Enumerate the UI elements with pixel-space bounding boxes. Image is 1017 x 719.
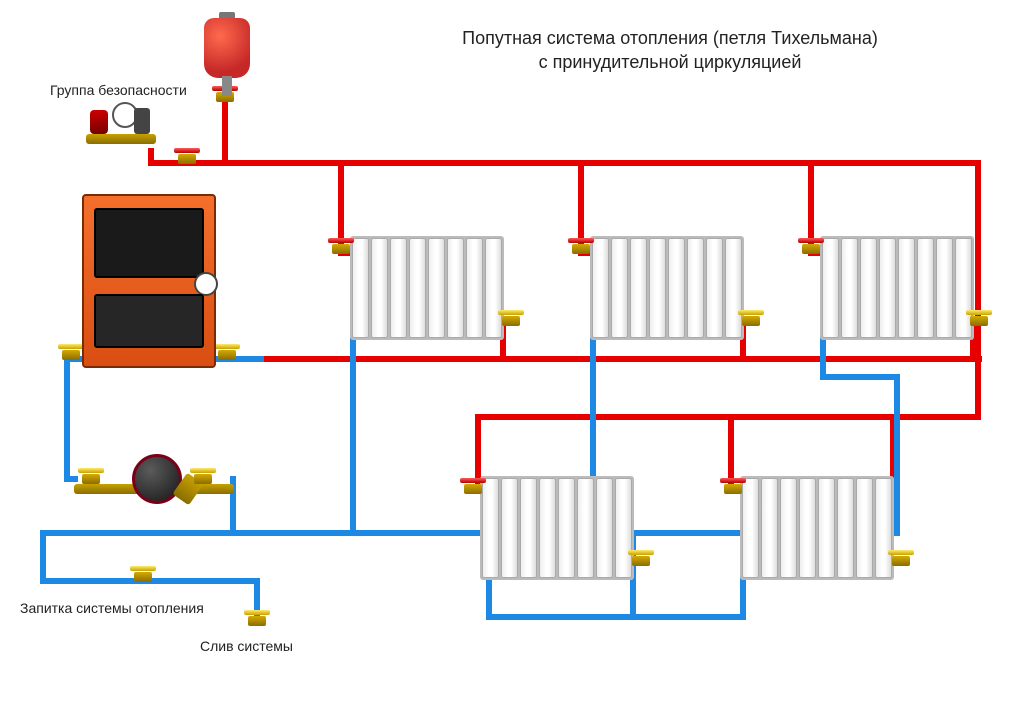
radiator-fin	[860, 238, 877, 338]
drain-label: Слив системы	[200, 638, 293, 654]
ball-valve	[132, 566, 154, 584]
radiator	[820, 236, 974, 340]
radiator-fin	[822, 238, 839, 338]
radiator	[740, 476, 894, 580]
ball-valve	[216, 344, 238, 362]
ball-valve	[176, 148, 198, 166]
hot-pipe	[338, 160, 344, 250]
safety-group	[86, 102, 156, 148]
ball-valve	[60, 344, 82, 362]
cold-pipe	[820, 374, 900, 380]
ball-valve	[968, 310, 990, 328]
radiator-fin	[856, 478, 873, 578]
radiator-fin	[501, 478, 518, 578]
hot-pipe	[262, 356, 982, 362]
radiator-fin	[520, 478, 537, 578]
radiator-fin	[482, 478, 499, 578]
diagram-title-line2: с принудительной циркуляцией	[370, 52, 970, 73]
radiator-fin	[539, 478, 556, 578]
hot-pipe	[210, 160, 980, 166]
boiler	[82, 194, 212, 364]
radiator-fin	[837, 478, 854, 578]
radiator-fin	[466, 238, 483, 338]
radiator-fin	[687, 238, 704, 338]
ball-valve	[722, 478, 744, 496]
ball-valve	[246, 610, 268, 628]
radiator-fin	[596, 478, 613, 578]
radiator-fin	[649, 238, 666, 338]
cold-pipe	[894, 374, 900, 534]
ball-valve	[80, 468, 102, 486]
circulation-pump	[74, 454, 234, 514]
radiator-fin	[611, 238, 628, 338]
radiator	[590, 236, 744, 340]
radiator-fin	[742, 478, 759, 578]
hot-pipe	[808, 160, 814, 250]
radiator-fin	[879, 238, 896, 338]
radiator-fin	[706, 238, 723, 338]
radiator-fin	[780, 478, 797, 578]
cold-pipe	[350, 320, 356, 534]
radiator-fin	[428, 238, 445, 338]
ball-valve	[570, 238, 592, 256]
radiator-fin	[936, 238, 953, 338]
radiator-fin	[761, 478, 778, 578]
radiator-fin	[668, 238, 685, 338]
cold-pipe	[40, 530, 46, 582]
radiator-fin	[409, 238, 426, 338]
radiator-fin	[447, 238, 464, 338]
hot-pipe	[975, 160, 981, 420]
hot-pipe	[148, 148, 154, 166]
radiator-fin	[390, 238, 407, 338]
ball-valve	[462, 478, 484, 496]
radiator	[350, 236, 504, 340]
radiator-fin	[898, 238, 915, 338]
radiator-fin	[917, 238, 934, 338]
radiator-fin	[558, 478, 575, 578]
cold-pipe	[486, 614, 746, 620]
radiator-fin	[371, 238, 388, 338]
radiator-fin	[799, 478, 816, 578]
radiator	[480, 476, 634, 580]
safety-group-label: Группа безопасности	[50, 82, 187, 98]
ball-valve	[890, 550, 912, 568]
ball-valve	[740, 310, 762, 328]
radiator-fin	[352, 238, 369, 338]
ball-valve	[630, 550, 652, 568]
diagram-title-line1: Попутная система отопления (петля Тихель…	[370, 28, 970, 49]
ball-valve	[192, 468, 214, 486]
expansion-tank	[204, 18, 250, 88]
radiator-fin	[841, 238, 858, 338]
ball-valve	[500, 310, 522, 328]
cold-pipe	[40, 530, 236, 536]
cold-pipe	[64, 356, 70, 480]
ball-valve	[800, 238, 822, 256]
hot-pipe	[222, 96, 228, 166]
hot-pipe	[578, 160, 584, 250]
radiator-fin	[818, 478, 835, 578]
radiator-fin	[592, 238, 609, 338]
fill-label: Запитка системы отопления	[20, 600, 204, 616]
radiator-fin	[630, 238, 647, 338]
ball-valve	[330, 238, 352, 256]
radiator-fin	[577, 478, 594, 578]
